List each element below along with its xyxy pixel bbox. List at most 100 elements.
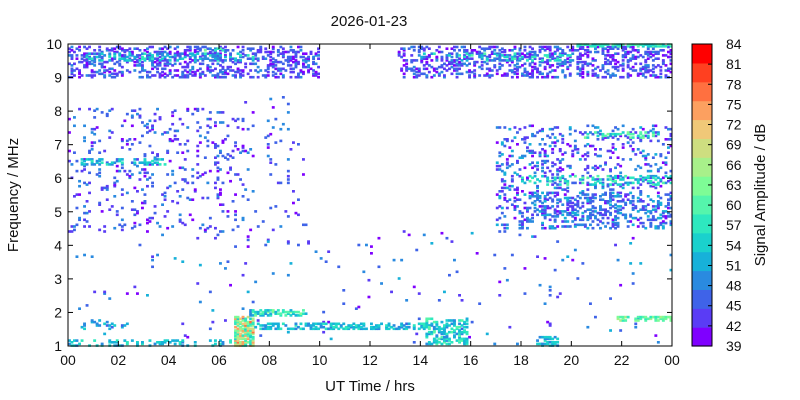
signal-cell bbox=[304, 324, 308, 327]
signal-cell bbox=[136, 292, 139, 295]
signal-cell bbox=[448, 62, 451, 66]
signal-cell bbox=[239, 178, 242, 181]
signal-cell bbox=[503, 193, 507, 196]
signal-cell bbox=[571, 59, 575, 62]
signal-cell bbox=[581, 201, 585, 205]
signal-cell bbox=[604, 200, 607, 203]
signal-cell bbox=[626, 74, 630, 77]
signal-cell bbox=[440, 70, 444, 74]
signal-cell bbox=[176, 151, 180, 154]
signal-cell bbox=[231, 69, 235, 72]
signal-cell bbox=[279, 52, 283, 55]
signal-cell bbox=[546, 206, 550, 210]
signal-cell bbox=[573, 203, 577, 206]
signal-cell bbox=[234, 330, 237, 334]
signal-cell bbox=[120, 124, 124, 128]
signal-cell bbox=[133, 158, 137, 161]
signal-cell bbox=[463, 54, 466, 57]
signal-cell bbox=[83, 124, 86, 128]
signal-cell bbox=[367, 295, 371, 299]
signal-cell bbox=[241, 195, 245, 198]
signal-cell bbox=[669, 45, 673, 48]
signal-cell bbox=[498, 294, 502, 297]
signal-cell bbox=[599, 226, 602, 230]
signal-cell bbox=[266, 70, 270, 74]
signal-cell bbox=[168, 50, 172, 54]
signal-cell bbox=[594, 315, 597, 319]
signal-cell bbox=[510, 70, 514, 74]
signal-cell bbox=[216, 193, 220, 196]
signal-cell bbox=[516, 193, 519, 196]
signal-cell bbox=[178, 195, 182, 198]
signal-cell bbox=[571, 205, 575, 208]
signal-cell bbox=[546, 176, 550, 180]
signal-cell bbox=[115, 158, 119, 161]
signal-cell bbox=[70, 45, 74, 49]
signal-cell bbox=[513, 45, 517, 49]
signal-cell bbox=[523, 166, 527, 170]
signal-cell bbox=[583, 49, 587, 52]
signal-cell bbox=[558, 179, 562, 183]
signal-cell bbox=[546, 193, 550, 196]
signal-cell bbox=[234, 329, 237, 332]
signal-cell bbox=[611, 72, 615, 76]
signal-cell bbox=[581, 45, 585, 49]
signal-cell bbox=[171, 111, 175, 114]
signal-cell bbox=[566, 200, 570, 203]
signal-cell bbox=[281, 122, 285, 126]
signal-cell bbox=[543, 154, 547, 158]
signal-cell bbox=[604, 60, 607, 64]
signal-cell bbox=[136, 112, 139, 116]
signal-cell bbox=[113, 181, 117, 185]
signal-cell bbox=[173, 54, 177, 57]
signal-cell bbox=[465, 64, 469, 67]
signal-cell bbox=[274, 59, 278, 62]
signal-cell bbox=[427, 64, 431, 67]
signal-cell bbox=[626, 75, 630, 79]
signal-cell bbox=[234, 210, 237, 213]
y-tick-label: 8 bbox=[54, 103, 62, 119]
signal-cell bbox=[611, 55, 615, 59]
signal-cell bbox=[465, 339, 469, 342]
signal-cell bbox=[244, 317, 248, 321]
signal-cell bbox=[566, 190, 570, 193]
signal-cell bbox=[548, 213, 552, 217]
signal-cell bbox=[186, 70, 190, 74]
signal-cell bbox=[538, 60, 542, 64]
signal-cell bbox=[531, 213, 534, 217]
signal-cell bbox=[193, 188, 197, 191]
signal-cell bbox=[631, 57, 635, 60]
signal-cell bbox=[297, 75, 300, 79]
signal-cell bbox=[176, 54, 180, 57]
signal-cell bbox=[518, 226, 522, 230]
signal-cell bbox=[236, 173, 240, 176]
signal-cell bbox=[576, 72, 580, 76]
signal-cell bbox=[229, 57, 232, 60]
signal-cell bbox=[279, 45, 283, 49]
signal-cell bbox=[229, 339, 232, 342]
signal-cell bbox=[156, 59, 159, 62]
signal-cell bbox=[583, 60, 587, 64]
signal-cell bbox=[576, 223, 580, 227]
signal-cell bbox=[581, 215, 585, 218]
signal-cell bbox=[183, 75, 187, 79]
signal-cell bbox=[611, 223, 615, 227]
signal-cell bbox=[621, 43, 625, 46]
signal-cell bbox=[98, 62, 102, 66]
signal-cell bbox=[417, 317, 421, 321]
signal-cell bbox=[656, 75, 660, 79]
signal-cell bbox=[503, 198, 507, 201]
signal-cell bbox=[239, 151, 242, 154]
signal-cell bbox=[458, 62, 461, 66]
signal-cell bbox=[568, 59, 572, 62]
signal-cell bbox=[148, 119, 152, 123]
signal-cell bbox=[407, 233, 411, 237]
signal-cell bbox=[609, 226, 612, 230]
signal-cell bbox=[156, 221, 159, 225]
signal-cell bbox=[231, 49, 235, 52]
signal-cell bbox=[80, 54, 84, 57]
signal-cell bbox=[483, 54, 487, 57]
signal-cell bbox=[251, 314, 255, 317]
signal-cell bbox=[314, 70, 318, 74]
signal-cell bbox=[641, 149, 645, 153]
